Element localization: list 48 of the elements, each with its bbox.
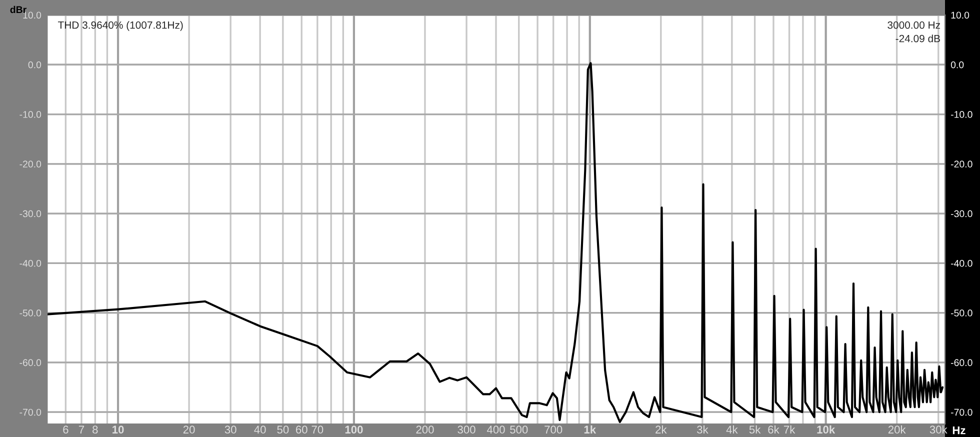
x-tick-label: 10k (817, 425, 836, 434)
annotation: 3000.00 Hz (888, 21, 940, 29)
x-tick-label: 200 (416, 426, 434, 434)
y2-tick-label: -60.0 (950, 359, 972, 366)
x-tick-label: 300 (458, 426, 476, 434)
x-tick-label: 10 (112, 426, 124, 434)
x-tick-label: 8 (92, 426, 98, 434)
y-tick-label: -60.0 (20, 359, 42, 366)
x-tick-label: 7k (784, 425, 796, 434)
x-tick-label: 20k (888, 425, 906, 434)
y2-tick-label: -30.0 (950, 210, 972, 218)
x-tick-label: 40 (254, 426, 266, 434)
x-tick-label: 50 (277, 426, 289, 434)
y2-tick-label: -70.0 (950, 408, 972, 416)
x-tick-label: 30 (224, 426, 236, 434)
x-tick-label: 5k (749, 425, 761, 434)
y-tick-label: 0.0 (28, 61, 42, 68)
y-tick-label: -10.0 (20, 111, 42, 118)
y-axis-title: dBr (10, 6, 26, 14)
x-tick-label: 4k (726, 425, 738, 434)
y-tick-label: 10.0 (23, 12, 42, 19)
y2-tick-label: -20.0 (950, 160, 972, 168)
x-tick-label: 3k (697, 425, 708, 434)
x-tick-label: 400 (486, 426, 505, 434)
y2-tick-label: 0.0 (950, 61, 964, 68)
y2-tick-label: -50.0 (950, 310, 972, 316)
y-tick-label: -70.0 (20, 408, 42, 416)
x-tick-label: 100 (345, 426, 363, 434)
annotation: THD 3.9640% (1007.81Hz) (58, 21, 183, 31)
y2-tick-label: 10.0 (951, 12, 970, 19)
y-tick-label: -30.0 (20, 210, 42, 218)
x-tick-label: 60 (296, 426, 308, 434)
x-tick-label: 70 (312, 426, 324, 434)
x-tick-label: 500 (510, 426, 528, 434)
x-tick-label: 6 (63, 426, 68, 434)
y-tick-label: -50.0 (20, 310, 42, 316)
annotation: -24.09 dB (896, 34, 940, 42)
x-tick-label: 6k (768, 425, 780, 434)
y2-tick-label: -40.0 (950, 260, 972, 267)
x-axis-title: Hz (952, 426, 966, 434)
x-tick-label: 20 (183, 426, 195, 434)
x-tick-label: 2k (656, 425, 667, 434)
y2-tick-label: -10.0 (950, 111, 972, 118)
y-tick-label: -20.0 (20, 160, 42, 168)
x-tick-label: 1k (584, 425, 596, 434)
x-tick-label: 7 (78, 426, 84, 434)
x-tick-label: 700 (544, 426, 562, 434)
y-tick-label: -40.0 (20, 260, 42, 267)
